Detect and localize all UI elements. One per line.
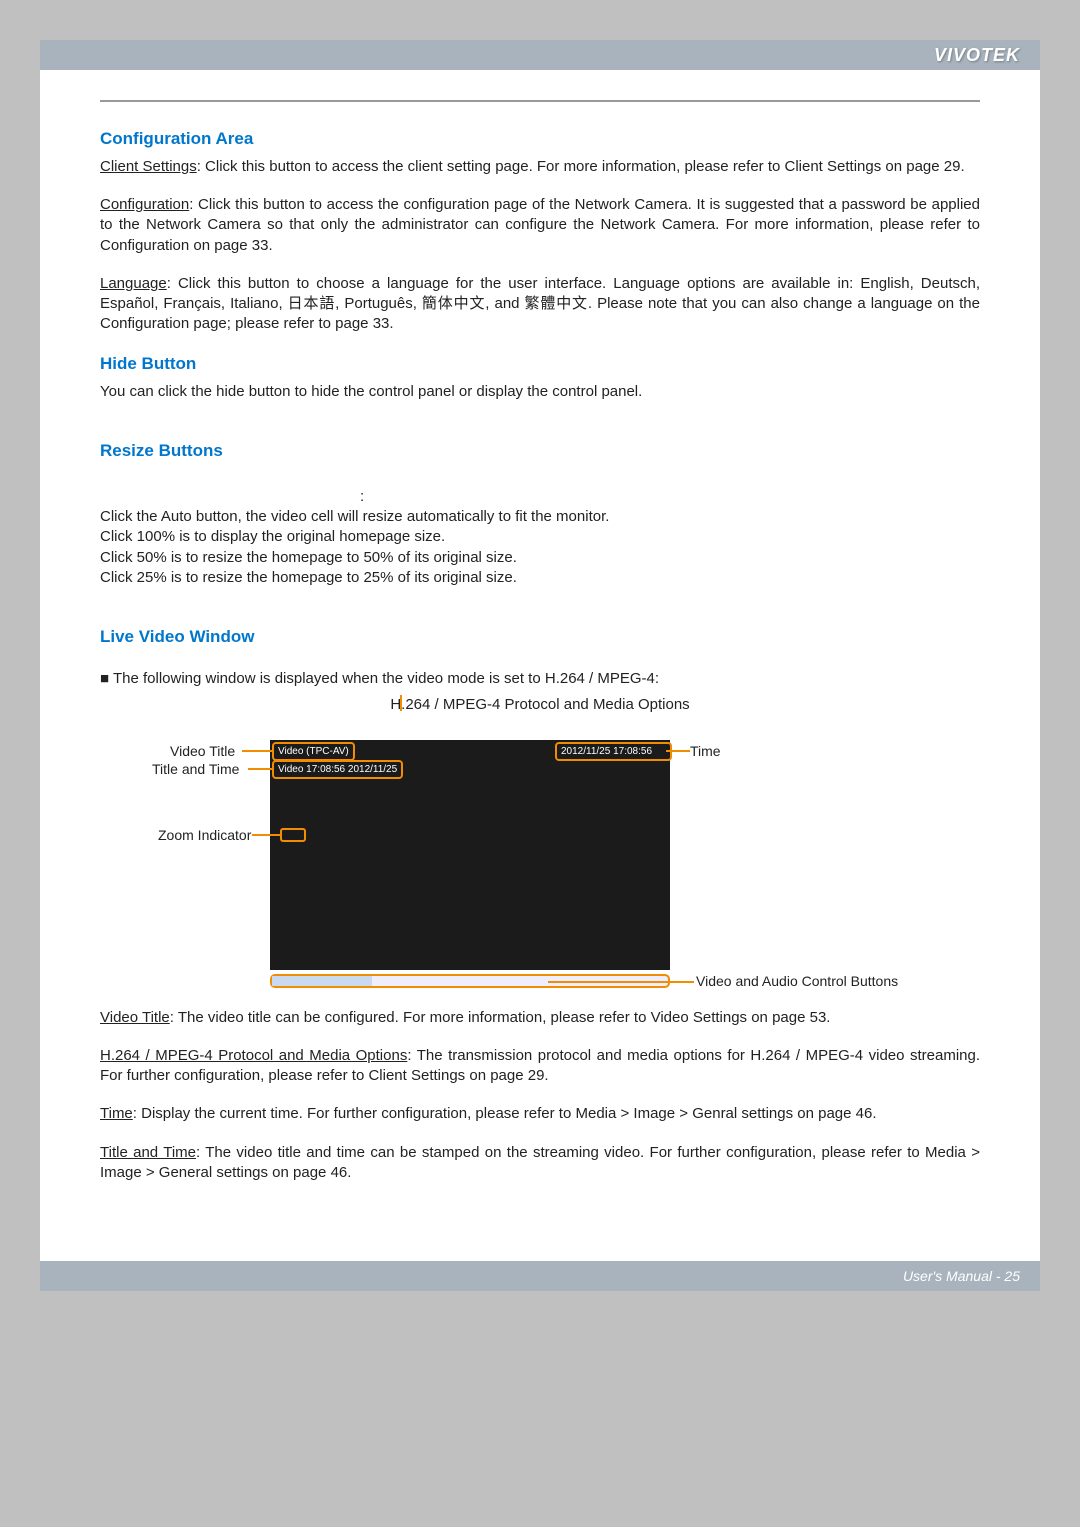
- text-time: : Display the current time. For further …: [133, 1105, 877, 1122]
- term-video-title: Video Title: [100, 1009, 170, 1026]
- para-title-time: Title and Time: The video title and time…: [100, 1143, 980, 1184]
- para-h264: H.264 / MPEG-4 Protocol and Media Option…: [100, 1046, 980, 1087]
- page-number: User's Manual - 25: [903, 1268, 1020, 1284]
- para-video-title: Video Title: The video title can be conf…: [100, 1008, 980, 1028]
- text-configuration: : Click this button to access the config…: [100, 196, 980, 254]
- para-hide-button: You can click the hide button to hide th…: [100, 382, 980, 402]
- overlay-time: 2012/11/25 17:08:56: [555, 742, 672, 762]
- heading-resize-buttons: Resize Buttons: [100, 440, 980, 463]
- overlay-title-time: Video 17:08:56 2012/11/25: [272, 760, 403, 780]
- callout-zoom-indicator: Zoom Indicator: [158, 826, 251, 845]
- diagram-caption: H.264 / MPEG-4 Protocol and Media Option…: [390, 696, 689, 713]
- resize-line-4: Click 25% is to resize the homepage to 2…: [100, 568, 980, 588]
- manual-page: VIVOTEK Configuration Area Client Settin…: [40, 40, 1040, 1291]
- overlay-video-title: Video (TPC-AV): [272, 742, 355, 762]
- connector-video-title: [242, 750, 272, 752]
- callout-controls: Video and Audio Control Buttons: [696, 972, 898, 991]
- callout-video-title: Video Title: [170, 742, 235, 761]
- callout-title-time: Title and Time: [152, 760, 239, 779]
- term-configuration: Configuration: [100, 196, 189, 213]
- term-h264: H.264 / MPEG-4 Protocol and Media Option…: [100, 1047, 407, 1064]
- control-bar-fill: [272, 976, 372, 986]
- text-language: : Click this button to choose a language…: [100, 275, 980, 333]
- heading-hide-button: Hide Button: [100, 353, 980, 376]
- page-content: Configuration Area Client Settings: Clic…: [40, 70, 1040, 1261]
- resize-colon: :: [100, 487, 980, 507]
- footer-bar: User's Manual - 25: [40, 1261, 1040, 1291]
- diagram-container: H.264 / MPEG-4 Protocol and Media Option…: [100, 695, 980, 1001]
- live-video-diagram: Video (TPC-AV) Video 17:08:56 2012/11/25…: [100, 722, 980, 1002]
- divider: [100, 100, 980, 102]
- connector-title-time: [248, 768, 272, 770]
- para-language: Language: Click this button to choose a …: [100, 274, 980, 335]
- resize-line-1: Click the Auto button, the video cell wi…: [100, 507, 980, 527]
- text-video-title: : The video title can be configured. For…: [170, 1009, 831, 1026]
- brand-logo: VIVOTEK: [934, 45, 1020, 66]
- connector-time: [666, 750, 690, 752]
- callout-time: Time: [690, 742, 721, 761]
- para-client-settings: Client Settings: Click this button to ac…: [100, 157, 980, 177]
- connector-controls: [548, 981, 694, 983]
- resize-line-2: Click 100% is to display the original ho…: [100, 527, 980, 547]
- para-time: Time: Display the current time. For furt…: [100, 1104, 980, 1124]
- heading-config-area: Configuration Area: [100, 128, 980, 151]
- text-title-time: : The video title and time can be stampe…: [100, 1144, 980, 1181]
- text-client-settings: : Click this button to access the client…: [197, 158, 965, 175]
- para-configuration: Configuration: Click this button to acce…: [100, 195, 980, 256]
- header-bar: VIVOTEK: [40, 40, 1040, 70]
- live-video-intro: ■ The following window is displayed when…: [100, 669, 980, 689]
- term-language: Language: [100, 275, 167, 292]
- term-client-settings: Client Settings: [100, 158, 197, 175]
- term-time: Time: [100, 1105, 133, 1122]
- connector-zoom: [252, 834, 280, 836]
- heading-live-video: Live Video Window: [100, 626, 980, 649]
- overlay-zoom-indicator: [280, 828, 306, 842]
- term-title-time: Title and Time: [100, 1144, 196, 1161]
- resize-line-3: Click 50% is to resize the homepage to 5…: [100, 548, 980, 568]
- caption-connector-line: [400, 695, 402, 711]
